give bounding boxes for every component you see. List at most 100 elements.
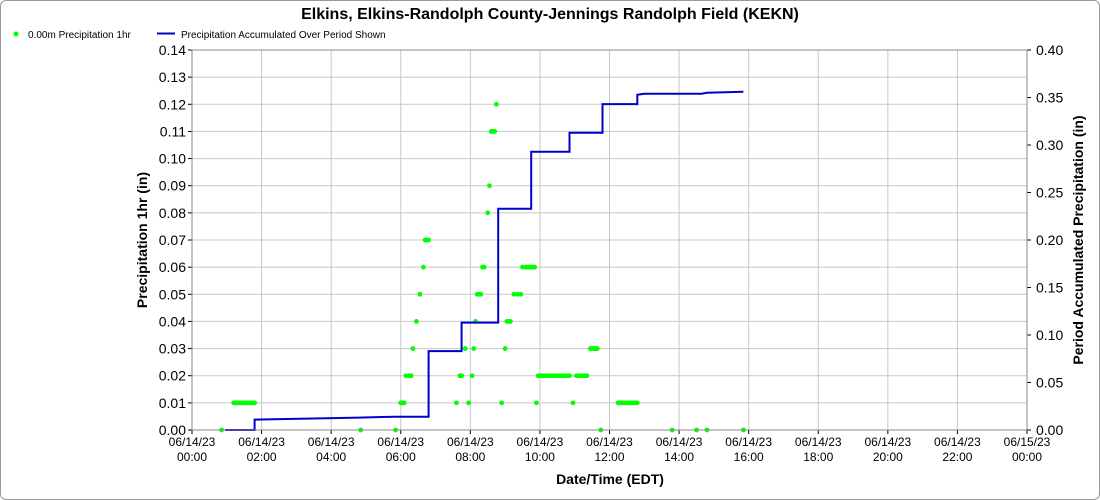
x-tick-time-label: 02:00 [247, 450, 277, 464]
precip-1hr-point [492, 129, 498, 134]
precip-1hr-point [478, 291, 484, 297]
precip-1hr-point [487, 183, 492, 189]
accumulated-line [225, 90, 744, 431]
x-tick-time-label: 04:00 [316, 450, 346, 464]
precip-1hr-point [481, 264, 487, 270]
y-axis-left-label: Precipitation 1hr (in) [134, 172, 150, 308]
y-left-tick-label: 0.01 [159, 395, 186, 411]
y-left-tick-label: 0.13 [159, 69, 186, 85]
x-tick-time-label: 18:00 [803, 450, 833, 464]
precip-1hr-point [469, 373, 475, 379]
y-right-tick-label: 0.05 [1036, 375, 1063, 391]
y-left-tick-label: 0.04 [159, 313, 186, 329]
x-axis-ticks: 06/14/2300:0006/14/2302:0006/14/2304:000… [169, 430, 1051, 464]
x-tick-date-label: 06/14/23 [725, 435, 772, 449]
y-right-tick-label: 0.35 [1036, 90, 1063, 106]
y-left-tick-label: 0.12 [159, 96, 186, 112]
precip-1hr-point [634, 400, 640, 406]
y-left-tick-label: 0.00 [159, 422, 186, 438]
x-tick-date-label: 06/14/23 [447, 435, 494, 449]
legend-dot-icon [13, 31, 19, 37]
y-axis-left-ticks: 0.00 0.01 0.02 0.03 0.04 0.05 0.06 0.07 0.08 0.09… [159, 42, 192, 438]
y-right-tick-label: 0.15 [1036, 280, 1063, 296]
precip-1hr-point [401, 400, 407, 406]
x-tick-date-label: 06/14/23 [517, 435, 564, 449]
precip-1hr-point [417, 291, 423, 297]
precip-1hr-point [499, 400, 505, 406]
x-axis-label: Date/Time (EDT) [556, 471, 664, 487]
x-tick-time-label: 06:00 [386, 450, 416, 464]
y-axis-right-ticks: 0.00 0.05 0.10 0.15 0.20 0.25 0.30 0.35 0.40 [1027, 42, 1063, 438]
y-left-tick-label: 0.09 [159, 178, 186, 194]
y-left-tick-label: 0.14 [159, 42, 186, 58]
x-tick-date-label: 06/14/23 [377, 435, 424, 449]
x-tick-date-label: 06/14/23 [238, 435, 285, 449]
precip-1hr-point [414, 319, 419, 324]
precip-1hr-series [219, 101, 746, 433]
grid [191, 49, 1028, 431]
y-right-tick-label: 0.00 [1036, 422, 1063, 438]
y-left-tick-label: 0.03 [159, 341, 186, 357]
legend-label-accumulated: Precipitation Accumulated Over Period Sh… [181, 30, 386, 41]
precip-1hr-point [410, 346, 416, 351]
precip-1hr-point [494, 101, 499, 107]
x-tick-date-label: 06/14/23 [656, 435, 703, 449]
chart-title: Elkins, Elkins-Randolph County-Jennings … [301, 6, 799, 23]
precip-1hr-point [466, 400, 471, 406]
y-left-tick-label: 0.10 [159, 151, 186, 167]
x-tick-time-label: 08:00 [455, 450, 485, 464]
precip-1hr-point [520, 264, 525, 270]
precip-1hr-point [594, 346, 600, 351]
y-axis-right-label: Period Accumulated Precipitation (in) [1070, 115, 1086, 364]
y-left-tick-label: 0.08 [159, 205, 186, 221]
precip-1hr-point [567, 373, 572, 379]
x-tick-time-label: 20:00 [873, 450, 903, 464]
precip-1hr-point [252, 400, 258, 406]
x-tick-date-label: 06/14/23 [308, 435, 355, 449]
y-left-tick-label: 0.02 [159, 368, 186, 384]
plot-border [191, 49, 1028, 431]
precip-1hr-point [507, 319, 513, 324]
precip-1hr-point [408, 373, 414, 379]
x-tick-time-label: 14:00 [664, 450, 694, 464]
x-tick-time-label: 12:00 [594, 450, 624, 464]
y-left-tick-label: 0.07 [159, 232, 186, 248]
precip-1hr-point [584, 373, 590, 379]
y-left-tick-label: 0.11 [160, 123, 186, 139]
y-right-tick-label: 0.25 [1036, 185, 1063, 201]
precip-1hr-point [403, 373, 409, 379]
precip-1hr-point [485, 210, 491, 216]
x-tick-time-label: 00:00 [1012, 450, 1042, 464]
precip-1hr-point [534, 400, 539, 406]
x-tick-date-label: 06/15/23 [1004, 435, 1051, 449]
precip-1hr-point [514, 291, 520, 297]
legend-label-precip-1hr: 0.00m Precipitation 1hr [28, 30, 132, 41]
precip-1hr-point [426, 237, 431, 243]
y-right-tick-label: 0.10 [1036, 327, 1063, 343]
precip-1hr-point [518, 291, 524, 297]
precip-1hr-point [570, 400, 576, 406]
x-tick-date-label: 06/14/23 [169, 435, 216, 449]
x-tick-time-label: 16:00 [734, 450, 764, 464]
precip-1hr-point [532, 264, 538, 270]
x-tick-time-label: 00:00 [177, 450, 207, 464]
y-right-tick-label: 0.20 [1036, 232, 1063, 248]
x-tick-date-label: 06/14/23 [934, 435, 981, 449]
precip-1hr-point [511, 291, 517, 297]
precip-1hr-point [454, 400, 459, 406]
x-tick-date-label: 06/14/23 [864, 435, 911, 449]
precip-1hr-point [502, 346, 508, 351]
y-right-tick-label: 0.30 [1036, 137, 1063, 153]
precip-1hr-point [471, 346, 477, 351]
precip-1hr-point [459, 373, 465, 379]
x-tick-time-label: 22:00 [942, 450, 972, 464]
x-tick-date-label: 06/14/23 [795, 435, 842, 449]
precip-1hr-point [420, 264, 426, 270]
y-right-tick-label: 0.40 [1036, 42, 1063, 58]
y-left-tick-label: 0.05 [159, 286, 186, 302]
x-tick-date-label: 06/14/23 [586, 435, 633, 449]
precip-1hr-point [462, 346, 468, 351]
x-tick-time-label: 10:00 [525, 450, 555, 464]
y-left-tick-label: 0.06 [159, 259, 186, 275]
